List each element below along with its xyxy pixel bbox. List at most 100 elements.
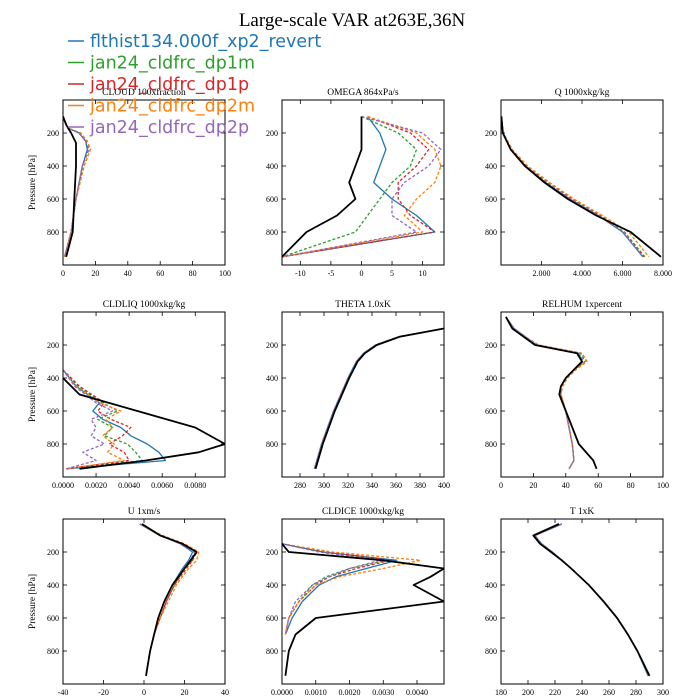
y-tick-label: 200: [485, 341, 497, 350]
legend-entry-5: jan24_cldfrc_dp2p: [89, 118, 249, 138]
panel-9: T 1xK 200 400 600 800 180 200 220 240 260 280 300: [485, 507, 669, 697]
series-line-6: [63, 116, 77, 258]
y-tick-label: 800: [266, 647, 278, 656]
series-line-6: [532, 523, 651, 677]
series-line-4: [313, 327, 444, 469]
series-line-3: [282, 115, 436, 258]
x-tick-label: 380: [414, 481, 426, 490]
x-tick-label: -5: [328, 269, 335, 278]
series-line-3: [63, 369, 132, 470]
series-line-1: [313, 327, 444, 469]
legend-entry-3: jan24_cldfrc_dp1p: [89, 75, 249, 95]
y-tick-label: 800: [266, 228, 278, 237]
y-tick-label: 400: [266, 374, 278, 383]
y-tick-label: 400: [266, 581, 278, 590]
y-tick-label: 400: [47, 581, 59, 590]
series-line-1: [501, 116, 644, 258]
x-tick-label: 80: [627, 481, 635, 490]
series-line-2: [313, 327, 444, 469]
panel-5: THETA 1.0xK 200 400 600 800 280 300 320 340 360 38…: [266, 300, 450, 490]
y-tick-label: 200: [47, 341, 59, 350]
series-line-2: [501, 116, 646, 258]
x-tick-label: 400: [438, 481, 450, 490]
series-group: [63, 369, 225, 470]
series-line-4: [63, 116, 92, 257]
panel-6: RELHUM 1xpercent 200 400 600 800 0 20 40 60 80 100: [485, 300, 669, 490]
series-line-2: [63, 116, 92, 257]
series-group: [501, 116, 662, 258]
series-line-4: [139, 523, 200, 676]
y-tick-label: 600: [47, 614, 59, 623]
x-tick-label: -10: [295, 269, 306, 278]
legend-entry-2: jan24_cldfrc_dp1m: [89, 54, 255, 74]
panel-4: CLDLIQ 1000xkg/kg 200 400 600 800 0.0000 0.002…: [28, 300, 226, 490]
x-tick-label: 8.000: [654, 269, 672, 278]
panel-title: U 1xm/s: [128, 507, 161, 517]
plot-frame: [500, 99, 664, 266]
x-tick-label: 80: [189, 269, 197, 278]
series-line-6: [282, 543, 444, 676]
y-tick-label: 400: [47, 374, 59, 383]
x-tick-label: 4.000: [573, 269, 591, 278]
x-tick-label: 40: [124, 269, 132, 278]
plot-frame: [62, 518, 226, 685]
y-tick-label: 200: [485, 548, 497, 557]
panel-title: OMEGA 864xPa/s: [327, 88, 399, 98]
panel-title: CLDICE 1000xkg/kg: [322, 507, 404, 517]
series-line-3: [313, 327, 444, 469]
y-tick-label: 400: [266, 162, 278, 171]
series-group: [63, 116, 92, 258]
series-line-3: [505, 316, 588, 470]
y-axis-label: Pressure [hPa]: [28, 574, 38, 629]
series-group: [313, 327, 444, 470]
series-line-4: [282, 115, 442, 258]
x-tick-label: -40: [58, 688, 69, 697]
x-tick-label: 0.0020: [85, 481, 107, 490]
series-line-1: [505, 316, 583, 470]
x-tick-label: 0.0060: [151, 481, 173, 490]
y-tick-label: 800: [485, 228, 497, 237]
x-tick-label: 280: [630, 688, 642, 697]
y-axis-label: Pressure [hPa]: [28, 155, 38, 210]
series-line-2: [534, 523, 649, 677]
y-tick-label: 800: [47, 647, 59, 656]
series-line-5: [501, 116, 644, 258]
series-line-5: [534, 523, 649, 677]
legend-entry-1: flthist134.000f_xp2_revert: [90, 32, 321, 52]
y-tick-label: 200: [266, 129, 278, 138]
x-tick-label: 20: [529, 481, 537, 490]
x-tick-label: 240: [576, 688, 588, 697]
y-tick-label: 200: [485, 129, 497, 138]
x-tick-label: 10: [419, 269, 427, 278]
y-tick-label: 200: [266, 548, 278, 557]
x-tick-label: 40: [562, 481, 570, 490]
series-line-1: [282, 116, 436, 258]
x-tick-label: 0: [142, 688, 146, 697]
x-tick-label: 0.0000: [271, 688, 293, 697]
series-line-2: [505, 316, 586, 470]
series-line-5: [63, 369, 114, 470]
y-tick-label: 600: [266, 614, 278, 623]
series-line-4: [505, 316, 588, 470]
y-tick-label: 800: [266, 440, 278, 449]
series-line-5: [282, 543, 381, 635]
y-tick-label: 400: [47, 162, 59, 171]
x-tick-label: 300: [318, 481, 330, 490]
x-tick-label: 300: [657, 688, 669, 697]
y-tick-label: 600: [266, 407, 278, 416]
x-tick-label: 200: [522, 688, 534, 697]
series-line-5: [313, 327, 444, 469]
y-tick-label: 600: [47, 407, 59, 416]
y-tick-label: 800: [47, 440, 59, 449]
y-tick-label: 200: [266, 341, 278, 350]
plot-frame: [500, 518, 664, 685]
x-tick-label: 0.0080: [184, 481, 206, 490]
y-axis-label: Pressure [hPa]: [28, 367, 38, 422]
plot-frame: [281, 99, 445, 266]
y-tick-label: 800: [485, 440, 497, 449]
x-tick-label: 340: [366, 481, 378, 490]
y-tick-label: 800: [485, 647, 497, 656]
x-tick-label: 0.0040: [406, 688, 428, 697]
panel-title: CLDLIQ 1000xkg/kg: [103, 300, 186, 310]
x-tick-label: 280: [294, 481, 306, 490]
